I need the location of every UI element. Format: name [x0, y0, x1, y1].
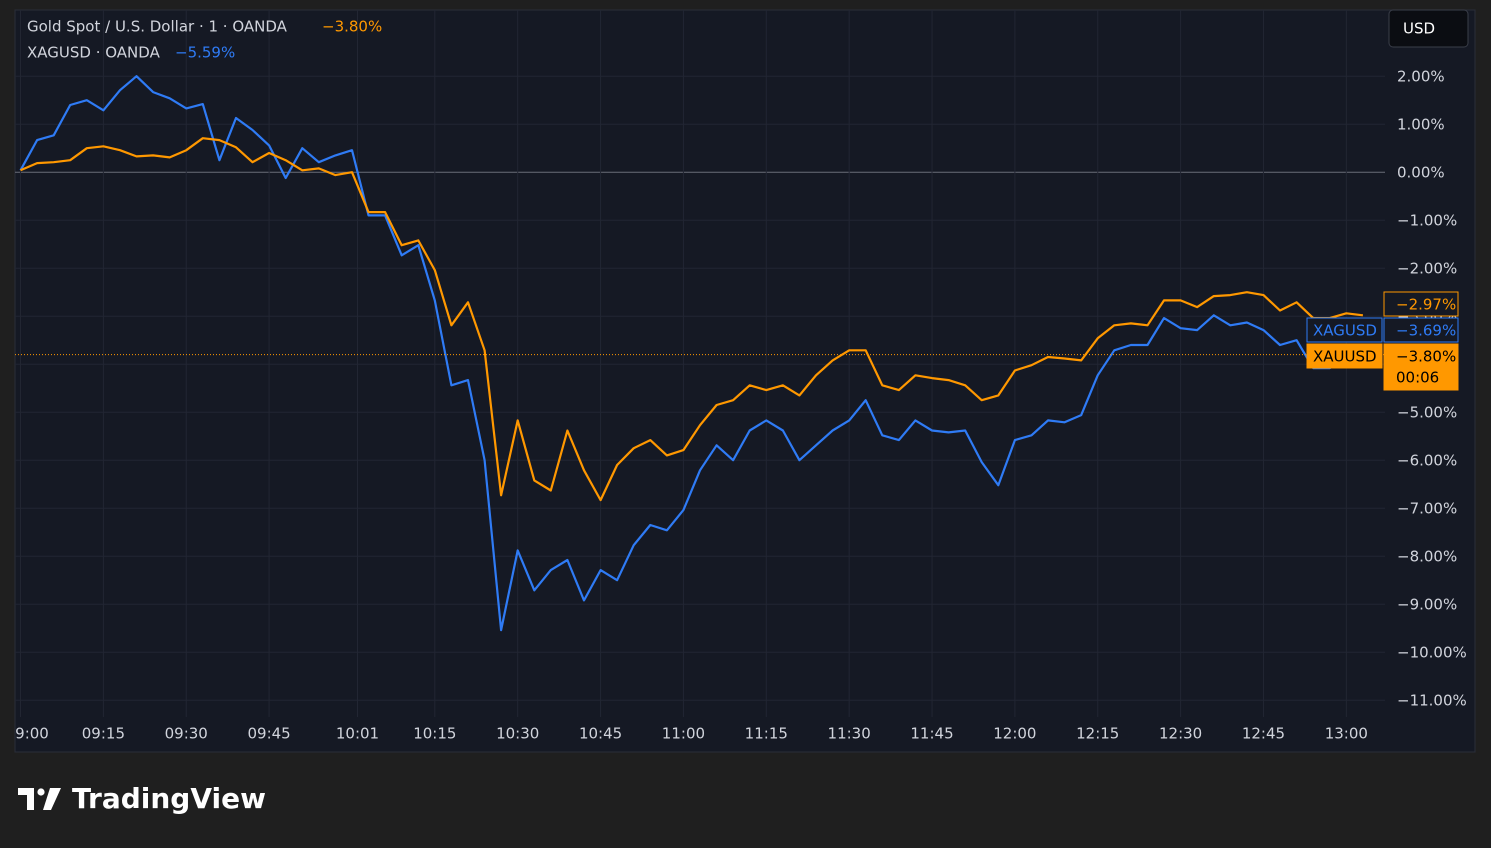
y-tick-label: −7.00%: [1397, 500, 1457, 518]
series-tag: [1306, 343, 1383, 369]
x-tick-label: 11:30: [828, 725, 871, 743]
series-line: [20, 137, 1364, 502]
y-tick-label: −10.00%: [1397, 644, 1467, 662]
y-tick-label: −6.00%: [1397, 452, 1457, 470]
y-tick-label: −8.00%: [1397, 548, 1457, 566]
y-tick-label: −2.00%: [1397, 260, 1457, 278]
price-tag: [1383, 343, 1459, 391]
series-line: [19, 75, 1364, 632]
x-tick-label: 09:15: [82, 725, 125, 743]
chart-panel: [14, 9, 1476, 753]
y-tick-label: −1.00%: [1397, 212, 1457, 230]
series-tag-label: XAGUSD: [1313, 322, 1377, 340]
plot: [19, 75, 1364, 632]
price-tag-label: −2.97%: [1396, 296, 1456, 314]
x-tick-label: 11:45: [910, 725, 953, 743]
x-tick-label: 09:30: [165, 725, 208, 743]
currency-label[interactable]: USD: [1403, 20, 1435, 38]
y-tick-label: 0.00%: [1397, 164, 1445, 182]
legend-title: Gold Spot / U.S. Dollar · 1 · OANDA: [27, 18, 288, 36]
x-tick-label: 12:45: [1242, 725, 1285, 743]
y-tick-label: −11.00%: [1397, 692, 1467, 710]
currency-button[interactable]: [1388, 9, 1469, 48]
logo-shape: [18, 788, 34, 810]
x-tick-label: 10:15: [413, 725, 456, 743]
price-tag-label: −3.69%: [1396, 322, 1456, 340]
x-tick-label: 10:30: [496, 725, 539, 743]
axes: 2.00%1.00%0.00%−1.00%−2.00%−3.00%−4.00%−…: [15, 68, 1467, 743]
y-tick-label: −5.00%: [1397, 404, 1457, 422]
brand-name: TradingView: [72, 782, 266, 815]
x-tick-label: 11:15: [745, 725, 788, 743]
x-tick-label: 10:45: [579, 725, 622, 743]
x-tick-label: 11:00: [662, 725, 705, 743]
series-tag: [1306, 317, 1383, 343]
x-tick-label: 9:00: [15, 725, 49, 743]
price-tag: [1383, 291, 1459, 317]
y-tick-label: −9.00%: [1397, 596, 1457, 614]
legend: Gold Spot / U.S. Dollar · 1 · OANDA −3.8…: [27, 18, 382, 62]
price-tag: [1383, 317, 1459, 343]
price-tag-label: −3.80%: [1396, 348, 1456, 366]
brand-logo: [18, 788, 61, 810]
x-tick-label: 10:01: [336, 725, 379, 743]
logo-shape: [37, 788, 45, 796]
x-tick-label: 09:45: [247, 725, 290, 743]
y-tick-label: 2.00%: [1397, 68, 1445, 86]
series-tag-label: XAUUSD: [1313, 348, 1377, 366]
logo-shape: [43, 788, 61, 810]
x-tick-label: 12:30: [1159, 725, 1202, 743]
x-tick-label: 12:15: [1076, 725, 1119, 743]
legend-change: −3.80%: [322, 18, 382, 36]
legend-title: XAGUSD · OANDA: [27, 44, 161, 62]
x-tick-label: 13:00: [1325, 725, 1368, 743]
y-tick-label: 1.00%: [1397, 116, 1445, 134]
x-tick-label: 12:00: [993, 725, 1036, 743]
grid: [15, 10, 1385, 717]
legend-change: −5.59%: [175, 44, 235, 62]
price-tag-timer: 00:06: [1396, 369, 1439, 387]
